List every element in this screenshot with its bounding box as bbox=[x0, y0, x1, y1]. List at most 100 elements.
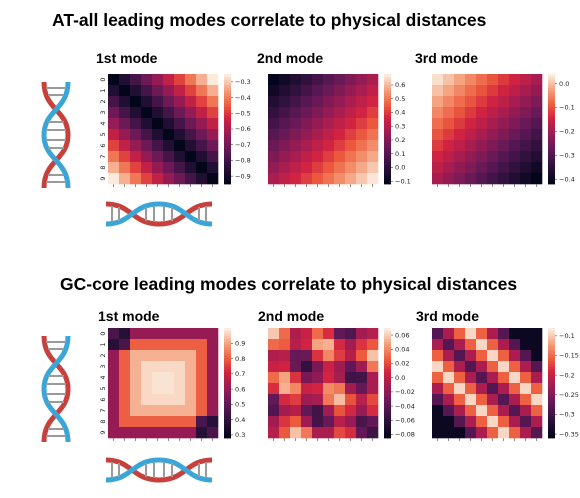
heatmap-cell bbox=[432, 118, 444, 130]
heatmap-cell bbox=[323, 107, 335, 119]
heatmap-cell bbox=[207, 85, 219, 97]
heatmap-cell bbox=[268, 383, 280, 395]
heatmap-cell bbox=[268, 173, 280, 185]
colorbar-segment bbox=[548, 402, 555, 406]
heatmap-cell bbox=[301, 129, 313, 141]
colorbar-segment bbox=[548, 374, 555, 378]
colorbar-segment bbox=[224, 336, 231, 340]
heatmap-cell bbox=[498, 383, 510, 395]
heatmap-cell bbox=[163, 394, 175, 406]
heatmap-cell bbox=[174, 361, 186, 373]
colorbar-segment bbox=[384, 173, 391, 177]
heatmap-cell bbox=[487, 85, 499, 97]
colorbar-tick-label: 0.0 bbox=[395, 374, 405, 382]
heatmap-cell bbox=[487, 416, 499, 428]
colorbar-tick-label: −0.1 bbox=[559, 332, 575, 340]
heatmap-cell bbox=[454, 427, 466, 439]
colorbar-tick-label: −0.15 bbox=[559, 352, 579, 360]
colorbar-segment bbox=[548, 96, 555, 100]
colorbar-segment bbox=[224, 181, 231, 185]
heatmap-cell bbox=[268, 394, 280, 406]
heatmap-cell bbox=[301, 383, 313, 395]
heatmap-cell bbox=[432, 328, 444, 340]
colorbar-segment bbox=[224, 137, 231, 141]
heatmap-cell bbox=[454, 151, 466, 163]
heatmap-cell bbox=[279, 74, 291, 86]
heatmap-cell bbox=[108, 350, 120, 362]
heatmap-cell bbox=[531, 328, 543, 340]
colorbar-segment bbox=[384, 93, 391, 97]
heatmap-cell bbox=[476, 427, 488, 439]
heatmap-cell bbox=[454, 328, 466, 340]
heatmap-cell bbox=[367, 427, 379, 439]
heatmap-cell bbox=[279, 383, 291, 395]
colorbar-segment bbox=[548, 388, 555, 392]
heatmap-cell bbox=[520, 361, 532, 373]
heatmap-cell bbox=[174, 129, 186, 141]
heatmap-cell bbox=[443, 140, 455, 152]
colorbar-segment bbox=[224, 153, 231, 157]
heatmap-cell bbox=[141, 140, 153, 152]
colorbar-segment bbox=[548, 424, 555, 428]
heatmap-cell bbox=[141, 96, 153, 108]
heatmap-cell bbox=[108, 85, 120, 97]
heatmap-cell bbox=[520, 162, 532, 174]
heatmap-cell bbox=[279, 162, 291, 174]
heatmap-cell bbox=[345, 173, 357, 185]
colorbar-segment bbox=[224, 432, 231, 436]
heatmap-cell bbox=[520, 96, 532, 108]
mode-title-2-2: 2nd mode bbox=[258, 308, 325, 324]
heatmap-cell bbox=[163, 173, 175, 185]
colorbar-segment bbox=[224, 164, 231, 168]
colorbar-segment bbox=[548, 98, 555, 102]
heatmap-cell bbox=[356, 140, 368, 152]
colorbar-segment bbox=[224, 156, 231, 160]
heatmap-cell bbox=[207, 118, 219, 130]
heatmap-cell bbox=[465, 339, 477, 351]
heatmap-cell bbox=[498, 361, 510, 373]
heatmap-cell bbox=[367, 107, 379, 119]
colorbar-segment bbox=[548, 145, 555, 149]
colorbar-segment bbox=[548, 380, 555, 384]
heatmap-cell bbox=[163, 118, 175, 130]
heatmap-cell bbox=[301, 118, 313, 130]
heatmap-cell bbox=[152, 85, 164, 97]
heatmap-cell bbox=[432, 85, 444, 97]
heatmap-cell bbox=[119, 140, 131, 152]
colorbar-segment bbox=[384, 413, 391, 417]
heatmap-cell bbox=[520, 350, 532, 362]
mode-title-1-1: 1st mode bbox=[96, 50, 158, 66]
colorbar-segment bbox=[384, 396, 391, 400]
heatmap-cell bbox=[520, 129, 532, 141]
colorbar-segment bbox=[548, 328, 555, 332]
heatmap-cell bbox=[498, 74, 510, 86]
heatmap-cell bbox=[163, 85, 175, 97]
colorbar-segment bbox=[384, 383, 391, 387]
colorbar-segment bbox=[224, 79, 231, 83]
heatmap-cell bbox=[130, 151, 142, 163]
heatmap-cell bbox=[509, 173, 521, 185]
heatmap-cell bbox=[196, 118, 208, 130]
heatmap-cell bbox=[141, 372, 153, 384]
colorbar-segment bbox=[224, 328, 231, 332]
heatmap-cell bbox=[367, 129, 379, 141]
heatmap-cell bbox=[432, 350, 444, 362]
colorbar-segment bbox=[384, 98, 391, 102]
colorbar-segment bbox=[384, 126, 391, 130]
heatmap-cell bbox=[323, 339, 335, 351]
colorbar-segment bbox=[224, 344, 231, 348]
colorbar-tick-label: −0.1 bbox=[395, 177, 411, 185]
heatmap-cell bbox=[130, 85, 142, 97]
heatmap-cell bbox=[268, 350, 280, 362]
heatmap-cell bbox=[465, 140, 477, 152]
heatmap-cell bbox=[356, 107, 368, 119]
heatmap-cell bbox=[334, 74, 346, 86]
colorbar-tick-label: −0.06 bbox=[395, 416, 415, 424]
heatmap-cell bbox=[196, 383, 208, 395]
heatmap-cell bbox=[509, 85, 521, 97]
heatmap-cell bbox=[498, 107, 510, 119]
heatmap-cell bbox=[334, 151, 346, 163]
colorbar-segment bbox=[384, 148, 391, 152]
heatmap-cell bbox=[531, 339, 543, 351]
heatmap-cell bbox=[290, 118, 302, 130]
